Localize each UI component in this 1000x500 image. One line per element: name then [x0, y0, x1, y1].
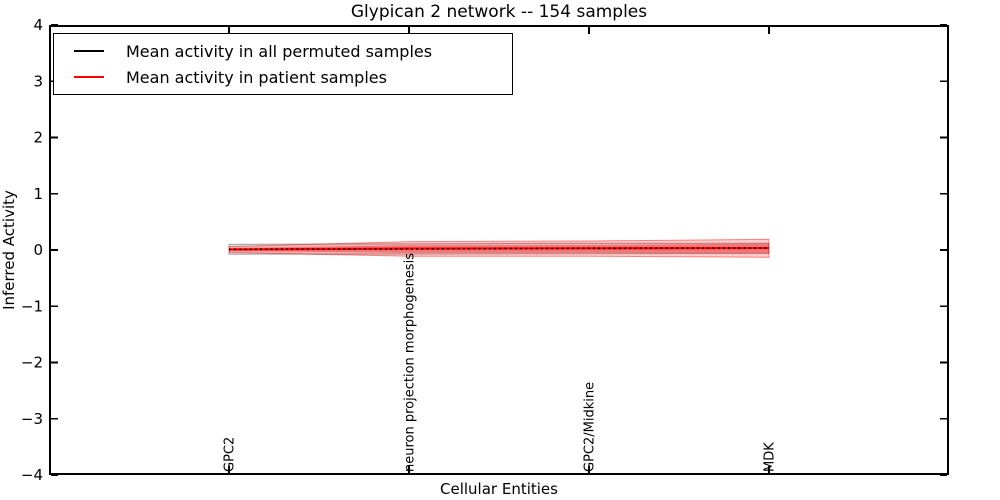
mean-lines	[228, 246, 770, 251]
legend-label-patient: Mean activity in patient samples	[126, 67, 387, 87]
x-tick-label: GPC2	[223, 437, 238, 472]
x-tick-labels: GPC2 neuron projection morphogenesis GPC2/…	[223, 253, 778, 472]
chart-title: Glypican 2 network -- 154 samples	[350, 2, 648, 22]
y-tick-label: −3	[21, 410, 43, 428]
y-tick-label: 1	[33, 185, 43, 203]
x-tick-label: neuron projection morphogenesis	[403, 253, 418, 472]
legend-label-permuted: Mean activity in all permuted samples	[126, 41, 433, 61]
y-tick-labels: 4 3 2 1 0 −1 −2 −3 −4	[21, 16, 43, 484]
x-axis-label: Cellular Entities	[440, 480, 558, 498]
y-tick-label: 0	[33, 241, 43, 259]
legend-item-permuted: Mean activity in all permuted samples	[74, 42, 512, 61]
x-tick-label: MDK	[763, 442, 778, 472]
y-tick-label: −1	[21, 297, 43, 315]
legend-line-sample-patient	[74, 76, 104, 78]
mean-line-permuted	[228, 247, 770, 251]
x-tick-label: GPC2/Midkine	[583, 382, 598, 472]
axes-spines	[49, 25, 949, 475]
legend: Mean activity in all permuted samples Me…	[53, 33, 513, 95]
y-tick-label: 3	[33, 72, 43, 90]
axis-ticks	[51, 24, 947, 476]
y-tick-label: 2	[33, 129, 43, 147]
y-tick-label: 4	[33, 16, 43, 34]
legend-item-patient: Mean activity in patient samples	[74, 68, 512, 87]
y-tick-label: −2	[21, 354, 43, 372]
y-tick-label: −4	[21, 466, 43, 484]
legend-line-sample-permuted	[74, 50, 104, 52]
